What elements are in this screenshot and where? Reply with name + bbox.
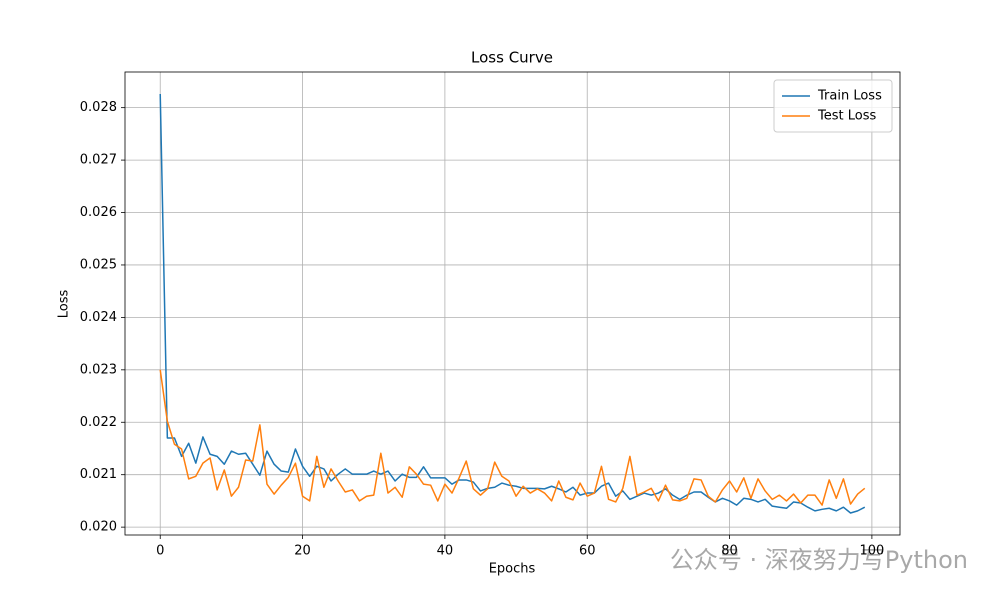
line-series xyxy=(159,369,866,506)
legend-label: Test Loss xyxy=(817,109,876,124)
y-tick-label: 0.026 xyxy=(80,205,117,220)
y-tick-label: 0.027 xyxy=(80,153,117,168)
x-tick-label: 20 xyxy=(294,544,311,559)
y-tick-label: 0.024 xyxy=(80,310,117,325)
legend-box xyxy=(773,79,893,133)
watermark: 公众号 · 深夜努力写Python xyxy=(670,546,968,574)
y-tick-label: 0.028 xyxy=(80,100,117,115)
legend-label: Train Loss xyxy=(817,89,882,104)
x-tick-label: 100 xyxy=(859,544,884,559)
y-tick-label: 0.025 xyxy=(80,257,117,272)
x-tick-label: 80 xyxy=(721,544,738,559)
chart-title: Loss Curve xyxy=(471,49,553,67)
x-tick-label: 0 xyxy=(156,544,164,559)
x-tick-label: 40 xyxy=(437,544,454,559)
y-tick-label: 0.022 xyxy=(80,415,117,430)
x-axis-label: Epochs xyxy=(489,562,536,577)
x-tick-label: 60 xyxy=(579,544,596,559)
y-axis-label: Loss xyxy=(57,290,72,319)
line-series xyxy=(159,94,866,514)
y-tick-label: 0.020 xyxy=(80,520,117,535)
plot-frame xyxy=(124,71,901,536)
y-tick-label: 0.021 xyxy=(80,467,117,482)
y-tick-label: 0.023 xyxy=(80,362,117,377)
